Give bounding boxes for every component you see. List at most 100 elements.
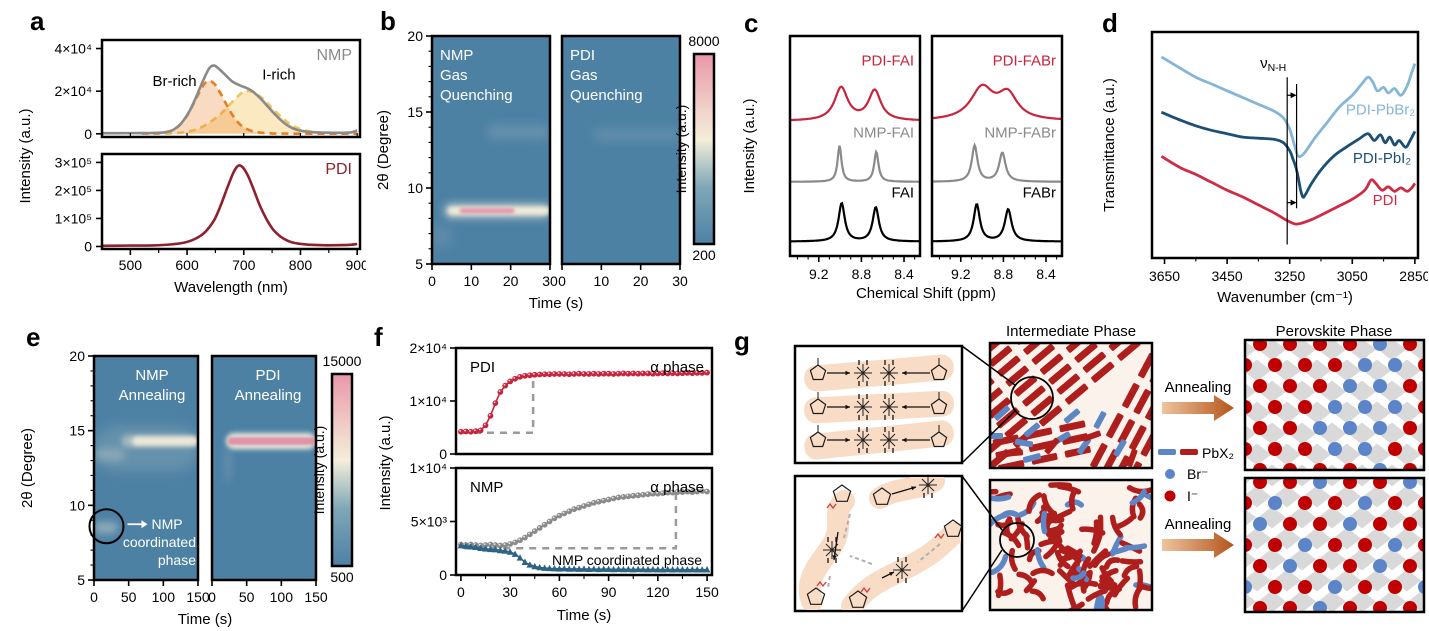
f-marker-triangle bbox=[629, 565, 637, 573]
a-y-tick: 4×10⁴ bbox=[54, 41, 92, 57]
br-ion-dot bbox=[1245, 580, 1252, 594]
f-marker bbox=[635, 370, 642, 377]
pbx2-fragment bbox=[1079, 526, 1106, 536]
magnifier-circle-icon bbox=[1010, 376, 1054, 420]
i-ion-dot bbox=[1328, 538, 1342, 552]
c-trace-PDI-FAI bbox=[789, 85, 920, 122]
f-marker bbox=[590, 370, 597, 377]
pbx2-fragment bbox=[1057, 551, 1072, 568]
i-ion-dot bbox=[1313, 340, 1327, 351]
n-h-mark bbox=[826, 502, 837, 510]
f-marker-triangle bbox=[555, 565, 563, 572]
b-x-tick: 20 bbox=[633, 273, 649, 289]
f-marker bbox=[546, 518, 553, 525]
f-subplot-NMP: NMP α phase NMP coordinated phase bbox=[457, 479, 711, 573]
g-legend-i-label: I⁻ bbox=[1187, 488, 1198, 504]
f-marker bbox=[526, 372, 533, 379]
f-marker-triangle bbox=[570, 565, 578, 572]
e-heat-feature bbox=[227, 437, 316, 445]
f-marker-triangle bbox=[526, 561, 534, 568]
a-subplot-NMP: Br-rich I-rich NMP bbox=[101, 47, 358, 135]
e-map-frame bbox=[92, 354, 200, 582]
pbx2-fragment bbox=[1109, 514, 1123, 538]
i-ion-dot bbox=[1298, 400, 1312, 414]
pbx2-fragment bbox=[1121, 563, 1140, 579]
legend-pbx2-blue-icon bbox=[1158, 449, 1176, 455]
b-y-axis-label: 2θ (Degree) bbox=[375, 110, 392, 190]
i-ion-dot bbox=[1245, 358, 1252, 372]
pyrrolidone-ring-icon bbox=[930, 398, 948, 415]
f-marker bbox=[625, 493, 632, 500]
c-nmr-panel-1: FABr NMP-FABr PDI-FABr bbox=[931, 52, 1062, 243]
pbx2-fragment bbox=[1000, 510, 1020, 519]
pbx2-fragment bbox=[1098, 594, 1105, 610]
pbx2-fragment bbox=[1044, 437, 1060, 455]
f-marker bbox=[467, 428, 474, 435]
f-x-tick: 30 bbox=[502, 584, 518, 600]
d-trace-PDI bbox=[1160, 155, 1417, 226]
f-marker bbox=[615, 494, 622, 501]
c-nmr-panel-0: FAI NMP-FAI PDI-FAI bbox=[789, 52, 920, 243]
d-shift-arrow bbox=[1290, 199, 1297, 206]
e-colorbar-min: 500 bbox=[330, 569, 354, 585]
i-ion-dot bbox=[1343, 601, 1357, 612]
g-intermediate-title: Intermediate Phase bbox=[1006, 323, 1136, 340]
f-marker-triangle bbox=[619, 565, 627, 573]
panel-label-f: f bbox=[374, 322, 383, 352]
br-ion-dot bbox=[1373, 340, 1387, 351]
i-ion-dot bbox=[1298, 358, 1312, 372]
f-marker-triangle bbox=[580, 565, 588, 572]
b-heat-feature bbox=[432, 227, 452, 246]
br-ion-dot bbox=[1388, 538, 1402, 552]
e-annotation-text: coordinated bbox=[123, 534, 196, 550]
g-annealing-label: Annealing bbox=[1165, 516, 1232, 533]
g-perovskite-nmp bbox=[1243, 338, 1426, 472]
a-y-tick: 0 bbox=[84, 126, 92, 142]
i-ion-dot bbox=[1283, 421, 1297, 435]
f-y-tick: 1×10⁴ bbox=[409, 393, 447, 409]
c-frame bbox=[930, 34, 1064, 258]
pbx2-fragment bbox=[1069, 561, 1080, 579]
pbx2-fragment bbox=[990, 553, 1009, 576]
pbx2-fragment bbox=[1014, 438, 1034, 448]
b-colorbar-max: 8000 bbox=[688, 33, 719, 49]
i-ion-dot bbox=[1418, 400, 1424, 414]
f-marker bbox=[502, 382, 509, 389]
f-marker bbox=[497, 389, 504, 395]
c-trace-FABr bbox=[932, 203, 1062, 243]
i-ion-dot bbox=[1298, 580, 1312, 594]
annealing-arrow-icon bbox=[1162, 532, 1234, 558]
br-ion-dot bbox=[1403, 478, 1417, 489]
pbx2-fragment bbox=[1076, 437, 1092, 455]
b-map-frame bbox=[430, 34, 552, 266]
pbx2-fragment bbox=[1091, 519, 1100, 547]
d-shift-arrow bbox=[1290, 92, 1297, 99]
i-ion-dot bbox=[1343, 478, 1357, 489]
f-y-tick: 5×10³ bbox=[411, 514, 448, 530]
c-trace-label: NMP-FAI bbox=[853, 125, 914, 142]
f-marker-triangle bbox=[590, 565, 598, 572]
c-x-axis-label: Chemical Shift (ppm) bbox=[856, 285, 996, 302]
panel-f-chart: Intensity (a.u.)PDI α phase01×10⁴2×10⁴NMP… bbox=[377, 340, 719, 624]
f-marker bbox=[522, 372, 528, 379]
n-h-mark bbox=[860, 586, 871, 594]
pbx2-fragment bbox=[1043, 542, 1060, 560]
i-ion-dot bbox=[1373, 478, 1387, 489]
panel-b: b 2θ (Degree) 5 10 15 20 NMP Gas Quenching 0 10 20… bbox=[372, 6, 724, 312]
g-molecular-diagram-pdi bbox=[793, 474, 964, 613]
f-marker bbox=[561, 371, 568, 377]
panel-label-e: e bbox=[26, 322, 41, 352]
f-marker-triangle bbox=[624, 565, 632, 573]
f-marker bbox=[625, 370, 632, 377]
i-ion-dot bbox=[1388, 496, 1402, 510]
f-marker bbox=[605, 496, 612, 503]
f-x-axis-label: Time (s) bbox=[557, 607, 611, 624]
e-map-title: PDI bbox=[255, 367, 280, 384]
f-marker bbox=[595, 371, 602, 377]
panel-c-chart: Intensity (a.u.) FAI NMP-FAI PDI-FAI 9.2 8.8 8… bbox=[741, 34, 1064, 302]
pbx2-fragment bbox=[1023, 422, 1041, 438]
pbx2-fragment bbox=[1112, 575, 1131, 598]
f-marker-triangle bbox=[634, 565, 642, 573]
f-marker-triangle bbox=[506, 548, 514, 555]
f-marker bbox=[630, 370, 637, 377]
